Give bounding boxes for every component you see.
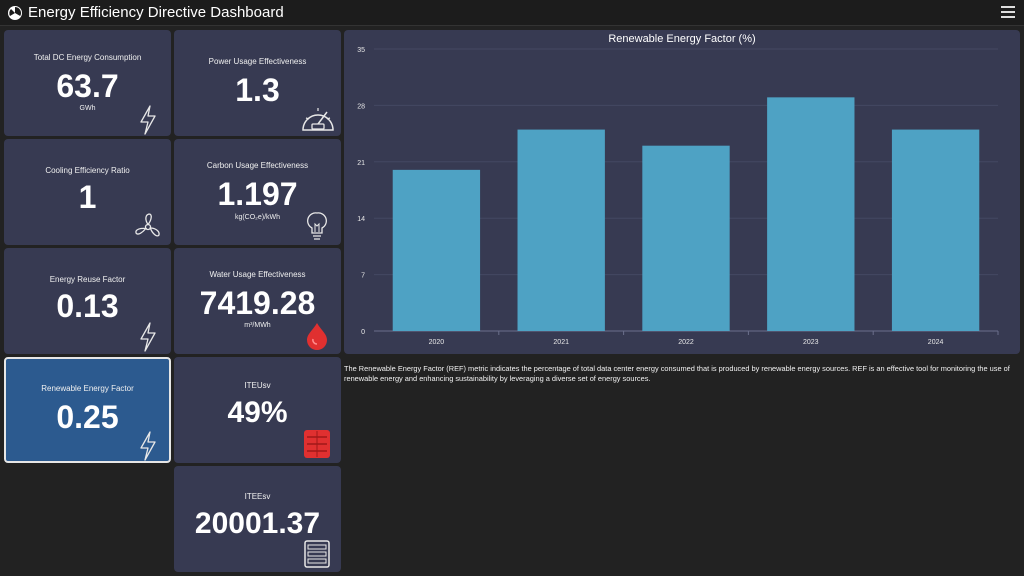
lightning-icon bbox=[140, 105, 156, 135]
lightning-icon bbox=[140, 431, 156, 461]
card-label: Renewable Energy Factor bbox=[41, 384, 134, 393]
card-value: 0.25 bbox=[56, 399, 119, 435]
card-pue[interactable]: Power Usage Effectiveness 1.3 bbox=[174, 30, 341, 136]
card-value: 0.13 bbox=[56, 288, 119, 324]
card-label: Energy Reuse Factor bbox=[49, 275, 126, 284]
bar-2023[interactable] bbox=[767, 97, 855, 331]
card-unit: kg(CO₂e)/kWh bbox=[234, 214, 281, 221]
card-label: ITEEsv bbox=[244, 492, 271, 501]
card-iteusv[interactable]: ITEUsv 49% bbox=[174, 357, 341, 463]
card-label: ITEUsv bbox=[244, 381, 271, 390]
bar-2022[interactable] bbox=[642, 145, 730, 331]
card-value: 63.7 bbox=[56, 68, 119, 104]
y-tick-label: 28 bbox=[357, 103, 365, 110]
x-tick-label: 2023 bbox=[803, 339, 819, 346]
hamburger-menu-icon[interactable] bbox=[1001, 6, 1015, 20]
top-bar: Energy Efficiency Directive Dashboard bbox=[0, 0, 1024, 26]
y-tick-label: 14 bbox=[357, 216, 365, 223]
card-label: Power Usage Effectiveness bbox=[208, 57, 307, 66]
x-tick-label: 2020 bbox=[429, 339, 445, 346]
card-cer[interactable]: Cooling Efficiency Ratio 1 bbox=[4, 139, 171, 245]
card-iteesv[interactable]: ITEEsv 20001.37 bbox=[174, 466, 341, 572]
card-value: 1.197 bbox=[217, 176, 298, 212]
card-unit: GWh bbox=[79, 105, 96, 112]
card-erf[interactable]: Energy Reuse Factor 0.13 bbox=[4, 248, 171, 354]
lightbulb-icon bbox=[307, 212, 327, 240]
card-value: 1 bbox=[78, 179, 97, 215]
bar-2021[interactable] bbox=[517, 129, 605, 331]
bar-2024[interactable] bbox=[891, 129, 980, 331]
server-rack-icon bbox=[304, 430, 330, 458]
bar-2020[interactable] bbox=[392, 169, 481, 331]
metric-description: The Renewable Energy Factor (REF) metric… bbox=[344, 364, 1010, 383]
y-tick-label: 21 bbox=[357, 160, 365, 167]
card-ref[interactable]: Renewable Energy Factor 0.25 bbox=[4, 357, 171, 463]
card-total-dc-energy[interactable]: Total DC Energy Consumption 63.7 GWh bbox=[4, 30, 171, 136]
y-tick-label: 7 bbox=[361, 273, 365, 280]
logo-icon bbox=[8, 6, 22, 20]
card-label: Total DC Energy Consumption bbox=[33, 53, 142, 62]
card-value: 7419.28 bbox=[199, 285, 316, 321]
chart-panel: Renewable Energy Factor (%) 0 7 14 21 28 35 20… bbox=[344, 30, 1020, 354]
card-label: Water Usage Effectiveness bbox=[209, 270, 306, 279]
card-value: 1.3 bbox=[235, 72, 280, 108]
x-tick-label: 2021 bbox=[553, 339, 569, 346]
card-value: 20001.37 bbox=[194, 507, 321, 540]
x-tick-label: 2022 bbox=[678, 339, 694, 346]
card-value: 49% bbox=[227, 396, 288, 429]
server-icon bbox=[304, 540, 330, 568]
fan-icon bbox=[135, 213, 160, 237]
y-tick-label: 0 bbox=[361, 329, 365, 336]
bar-chart: 0 7 14 21 28 35 2020 2021 2022 2023 2024 bbox=[357, 47, 999, 346]
card-cue[interactable]: Carbon Usage Effectiveness 1.197 kg(CO₂e… bbox=[174, 139, 341, 245]
card-wue[interactable]: Water Usage Effectiveness 7419.28 m³/MWh bbox=[174, 248, 341, 354]
lightning-icon bbox=[140, 322, 156, 352]
y-tick-label: 35 bbox=[357, 47, 365, 54]
chart-title: Renewable Energy Factor (%) bbox=[608, 33, 756, 45]
water-drop-icon bbox=[307, 323, 327, 350]
gauge-icon bbox=[302, 108, 334, 131]
x-tick-label: 2024 bbox=[928, 339, 944, 346]
app-title: Energy Efficiency Directive Dashboard bbox=[28, 4, 284, 21]
card-unit: m³/MWh bbox=[244, 322, 271, 329]
card-label: Carbon Usage Effectiveness bbox=[206, 161, 309, 170]
card-label: Cooling Efficiency Ratio bbox=[45, 166, 130, 175]
